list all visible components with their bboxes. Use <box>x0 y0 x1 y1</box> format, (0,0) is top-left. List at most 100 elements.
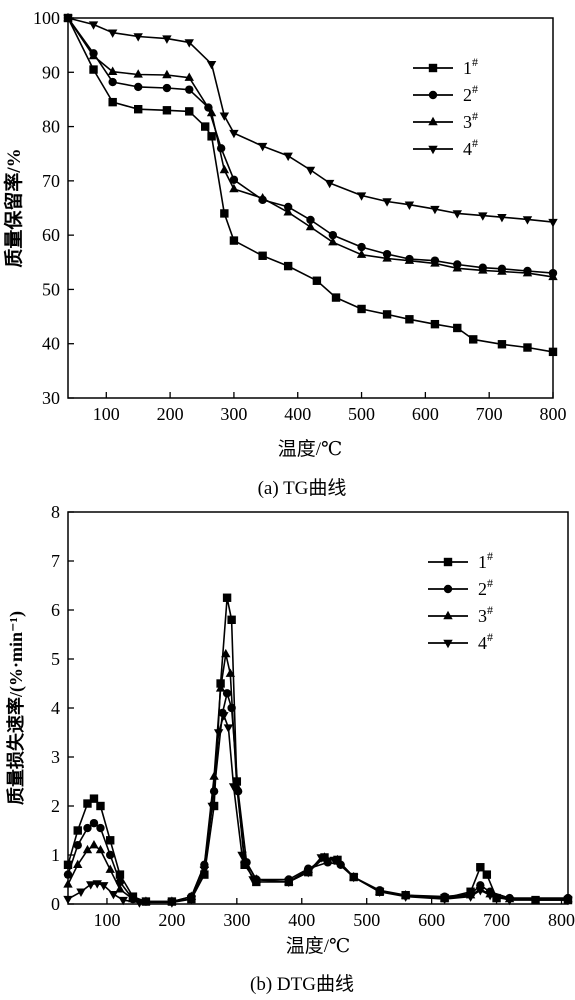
dtg-x-tick-label: 600 <box>418 910 445 930</box>
tg-data-point <box>133 105 143 114</box>
tg-data-point <box>305 221 316 231</box>
dtg-data-point <box>227 615 236 624</box>
tg-data-point <box>497 266 507 275</box>
tg-data-point <box>324 179 335 189</box>
tg-x-tick-label: 300 <box>220 404 247 424</box>
tg-data-point <box>430 258 440 267</box>
tg-x-tick-label: 600 <box>412 404 439 424</box>
tg-data-point <box>107 66 118 75</box>
dtg-data-point <box>83 823 92 833</box>
tg-data-point <box>204 103 213 112</box>
tg-chart-panel: 100 200 300 400 500 600 700 800 30 40 50 60 70 80 90 10… <box>2 8 567 499</box>
tg-x-axis-label: 温度/℃ <box>278 438 343 460</box>
dtg-data-point <box>228 783 239 792</box>
tg-y-axis-label: 质量保留率/% <box>2 148 25 267</box>
tg-legend-marker <box>428 90 438 100</box>
dtg-data-point <box>374 888 385 897</box>
dtg-data-point <box>222 593 232 602</box>
dtg-data-point <box>223 724 234 733</box>
dtg-data-point <box>186 895 197 905</box>
dtg-series-line-2 <box>67 692 568 903</box>
dtg-data-point <box>225 668 236 677</box>
tg-y-tick-label: 80 <box>42 117 60 137</box>
dtg-x-tick-label: 700 <box>483 910 510 930</box>
dtg-data-point <box>563 896 573 906</box>
tg-data-point <box>478 212 488 221</box>
tg-data-point <box>548 271 558 281</box>
dtg-x-tick-label: 500 <box>353 910 380 930</box>
dtg-data-point <box>465 893 476 902</box>
dtg-x-tick-label: 100 <box>93 910 120 930</box>
tg-data-point <box>382 253 392 262</box>
dtg-data-point <box>89 794 99 803</box>
dtg-data-point <box>215 683 226 692</box>
tg-data-point <box>219 164 230 174</box>
dtg-data-point <box>475 887 486 896</box>
dtg-data-point <box>63 895 73 905</box>
tg-x-tick-label: 100 <box>93 404 120 424</box>
dtg-y-axis-label: 质量损失速率/(%·min⁻¹) <box>5 611 27 805</box>
tg-data-point <box>216 144 226 153</box>
tg-y-tick-label: 40 <box>42 334 60 354</box>
tg-data-point <box>497 214 507 223</box>
tg-data-point <box>497 340 507 349</box>
dtg-chart: 100 200 300 400 500 600 700 800 0 1 2 3 4 5 6 7 8 1# 2# 3#… <box>5 502 575 995</box>
dtg-data-point <box>199 866 210 875</box>
dtg-data-point <box>439 895 450 905</box>
dtg-x-tick-label: 200 <box>158 910 185 930</box>
dtg-data-point <box>96 801 105 811</box>
tg-data-point <box>63 14 73 24</box>
tg-data-point <box>206 107 217 117</box>
dtg-data-point <box>213 729 224 738</box>
dtg-data-point <box>227 703 236 713</box>
dtg-data-point <box>209 771 219 780</box>
dtg-data-point <box>63 879 73 888</box>
dtg-legend-label: 1# <box>478 549 493 572</box>
tg-data-point <box>207 132 216 141</box>
tg-legend-marker <box>428 145 438 155</box>
dtg-chart-panel: 100 200 300 400 500 600 700 800 0 1 2 3 4 5 6 7 8 1# 2# 3#… <box>0 500 575 1000</box>
tg-data-point <box>331 293 341 302</box>
dtg-data-point <box>400 893 411 902</box>
dtg-data-point <box>118 896 128 906</box>
tg-legend-marker <box>428 63 438 73</box>
dtg-x-tick-label: 400 <box>288 910 315 930</box>
dtg-data-point <box>219 712 229 721</box>
dtg-data-point <box>115 877 125 887</box>
dtg-data-point <box>248 876 258 885</box>
tg-series-line-3 <box>67 17 554 278</box>
dtg-data-point <box>482 870 492 879</box>
dtg-plot-frame <box>67 511 569 905</box>
dtg-data-point <box>105 864 115 873</box>
tg-data-point <box>452 263 462 272</box>
tg-legend-label: 3# <box>463 109 478 132</box>
tg-data-point <box>184 39 194 48</box>
tg-data-point <box>328 230 338 240</box>
tg-data-point <box>257 193 268 202</box>
dtg-y-tick-label: 3 <box>51 747 60 767</box>
dtg-data-point <box>86 881 96 890</box>
tg-data-point <box>219 112 230 121</box>
dtg-data-point <box>303 868 313 878</box>
tg-y-tick-label: 50 <box>42 279 60 299</box>
tg-data-point <box>469 335 478 344</box>
dtg-data-point <box>329 856 339 866</box>
tg-plot-frame <box>67 17 554 399</box>
tg-data-point <box>201 122 210 131</box>
dtg-data-point <box>73 841 82 850</box>
dtg-data-point <box>167 899 177 908</box>
tg-data-point <box>185 85 194 94</box>
dtg-legend-marker <box>443 610 453 620</box>
dtg-data-point <box>531 895 540 905</box>
tg-y-tick-label: 60 <box>42 225 60 245</box>
tg-data-point <box>522 267 533 277</box>
tg-legend-label: 4# <box>463 136 478 159</box>
tg-data-point <box>328 237 338 246</box>
dtg-x-tick-label: 800 <box>548 910 575 930</box>
dtg-data-point <box>504 896 515 906</box>
tg-data-point <box>382 310 392 319</box>
tg-data-point <box>89 65 98 74</box>
tg-series-line-2 <box>67 17 554 274</box>
tg-data-point <box>283 261 293 271</box>
tg-data-point <box>162 69 172 79</box>
